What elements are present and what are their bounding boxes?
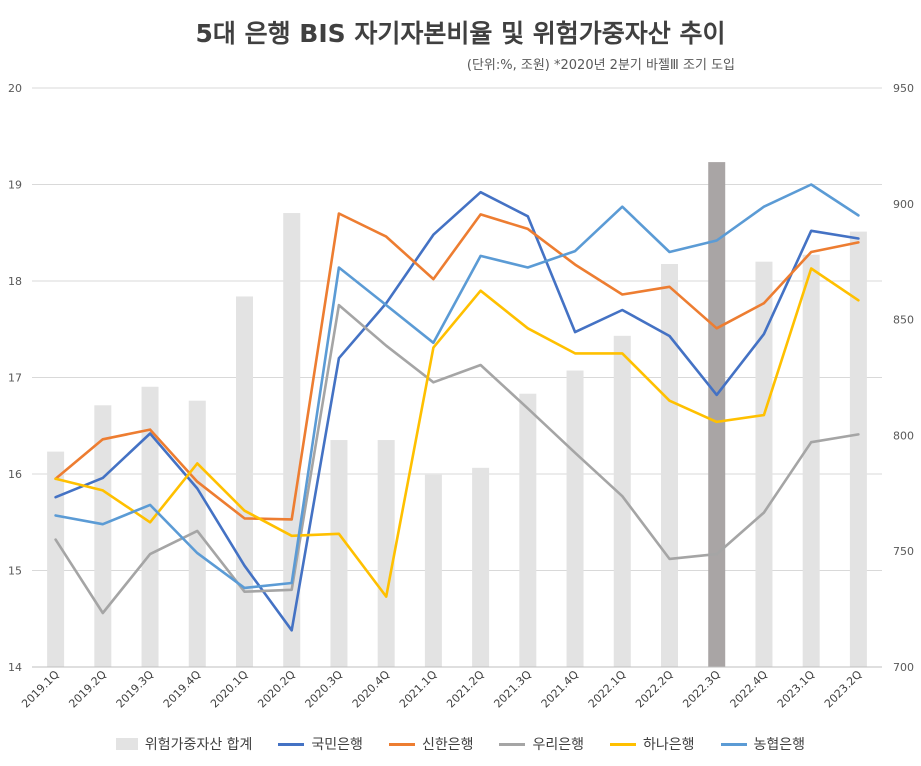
bar bbox=[424, 474, 442, 667]
y-left-tick-label: 18 bbox=[8, 275, 22, 288]
x-axis: 2019.1Q 2019.2Q 2019.3Q 2019.4Q 2020.1Q 2020.… bbox=[19, 666, 882, 711]
y-left-tick-label: 19 bbox=[8, 179, 22, 192]
x-tick-label: 2019.2Q bbox=[66, 668, 109, 711]
x-tick-label: 2019.4Q bbox=[161, 668, 204, 711]
legend-swatch bbox=[720, 742, 747, 746]
gridlines bbox=[32, 87, 882, 668]
bar-series bbox=[47, 162, 867, 668]
legend-label: 위험가중자산 합계 bbox=[144, 737, 253, 753]
x-tick-label: 2020.2Q bbox=[255, 668, 298, 711]
bar bbox=[566, 370, 584, 667]
x-tick-label: 2022.4Q bbox=[728, 668, 771, 711]
y-right-tick-label: 900 bbox=[893, 198, 914, 211]
legend-item: 위험가중자산 합계 bbox=[115, 734, 253, 754]
y-left-tick-label: 17 bbox=[8, 372, 22, 385]
bar bbox=[141, 386, 159, 667]
bar bbox=[708, 162, 726, 667]
x-tick-label: 2020.3Q bbox=[303, 668, 346, 711]
legend-swatch bbox=[278, 742, 305, 746]
y-right-tick-label: 750 bbox=[893, 545, 914, 558]
x-tick-label: 2022.1Q bbox=[586, 668, 629, 711]
legend-label: 하나은행 bbox=[643, 737, 695, 753]
x-tick-label: 2021.4Q bbox=[539, 668, 582, 711]
legend-item: 국민은행 bbox=[278, 734, 363, 754]
legend-swatch bbox=[388, 742, 415, 746]
series-line bbox=[54, 303, 860, 615]
x-tick-label: 2023.1Q bbox=[775, 668, 818, 711]
legend-item: 우리은행 bbox=[499, 734, 584, 754]
bar bbox=[472, 467, 490, 667]
x-tick-label: 2023.2Q bbox=[822, 668, 865, 711]
legend-item: 농협은행 bbox=[720, 734, 806, 754]
x-tick-label: 2019.3Q bbox=[114, 668, 157, 711]
legend-label: 국민은행 bbox=[311, 737, 363, 753]
x-tick-label: 2021.2Q bbox=[444, 668, 487, 711]
y-right-tick-label: 800 bbox=[893, 429, 914, 442]
legend-swatch bbox=[115, 738, 138, 750]
bar bbox=[519, 393, 537, 667]
legend-swatch bbox=[610, 742, 637, 746]
x-tick-label: 2021.3Q bbox=[491, 668, 534, 711]
y-left-tick-label: 20 bbox=[8, 82, 22, 95]
x-tick-label: 2020.1Q bbox=[208, 668, 251, 711]
bar bbox=[802, 254, 820, 667]
bar bbox=[330, 440, 348, 667]
x-tick-label: 2022.2Q bbox=[633, 668, 676, 711]
legend-item: 신한은행 bbox=[388, 734, 474, 754]
x-tick-label: 2022.3Q bbox=[680, 668, 723, 711]
bar bbox=[755, 261, 773, 667]
legend-swatch bbox=[499, 742, 526, 746]
series-line bbox=[54, 183, 860, 590]
bar bbox=[47, 451, 65, 667]
x-tick-label: 2021.1Q bbox=[397, 668, 440, 711]
y-left-tick-label: 16 bbox=[8, 468, 22, 481]
legend-label: 신한은행 bbox=[421, 737, 474, 753]
bar bbox=[94, 405, 112, 667]
x-tick-label: 2019.1Q bbox=[19, 668, 62, 711]
legend-label: 우리은행 bbox=[532, 737, 585, 753]
y-left-tick-label: 14 bbox=[8, 661, 22, 674]
y-axis-left: 14 15 16 17 18 19 20 bbox=[8, 82, 22, 674]
y-axis-right: 700 750 800 850 900 950 bbox=[893, 82, 914, 674]
y-right-tick-label: 950 bbox=[893, 82, 914, 95]
series-line bbox=[54, 267, 860, 598]
x-tick-label: 2020.4Q bbox=[350, 668, 393, 711]
legend-item: 하나은행 bbox=[610, 734, 695, 754]
series-line bbox=[54, 190, 860, 632]
bar bbox=[377, 440, 395, 667]
line-series-group bbox=[54, 183, 860, 632]
bar bbox=[236, 296, 253, 667]
legend-label: 농협은행 bbox=[753, 737, 806, 753]
bar bbox=[849, 231, 867, 668]
y-right-tick-label: 850 bbox=[893, 314, 914, 327]
bar bbox=[613, 335, 631, 667]
legend: 위험가중자산 합계 국민은행 신한은행 우리은행 하나은행 농협은행 bbox=[0, 734, 921, 754]
chart-title: 5대 은행 BIS 자기자본비율 및 위험가중자산 추이 bbox=[195, 19, 726, 48]
chart-subtitle: (단위:%, 조원) *2020년 2분기 바젤Ⅲ 조기 도입 bbox=[466, 58, 735, 73]
y-right-tick-label: 700 bbox=[893, 661, 914, 674]
bar bbox=[661, 264, 678, 667]
y-left-tick-label: 15 bbox=[8, 565, 22, 578]
